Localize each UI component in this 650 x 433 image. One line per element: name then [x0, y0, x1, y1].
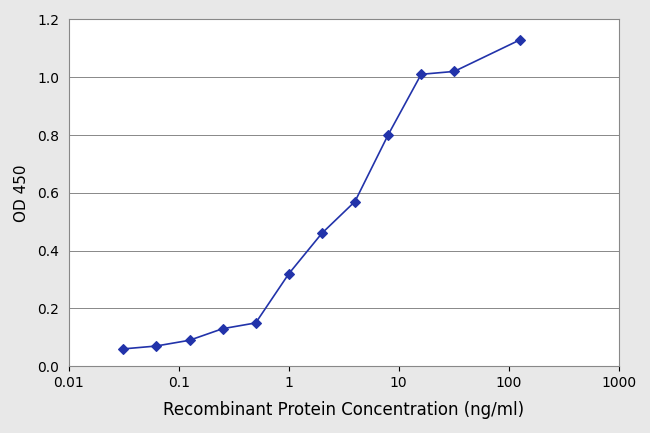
X-axis label: Recombinant Protein Concentration (ng/ml): Recombinant Protein Concentration (ng/ml… [163, 401, 525, 419]
Y-axis label: OD 450: OD 450 [14, 164, 29, 222]
